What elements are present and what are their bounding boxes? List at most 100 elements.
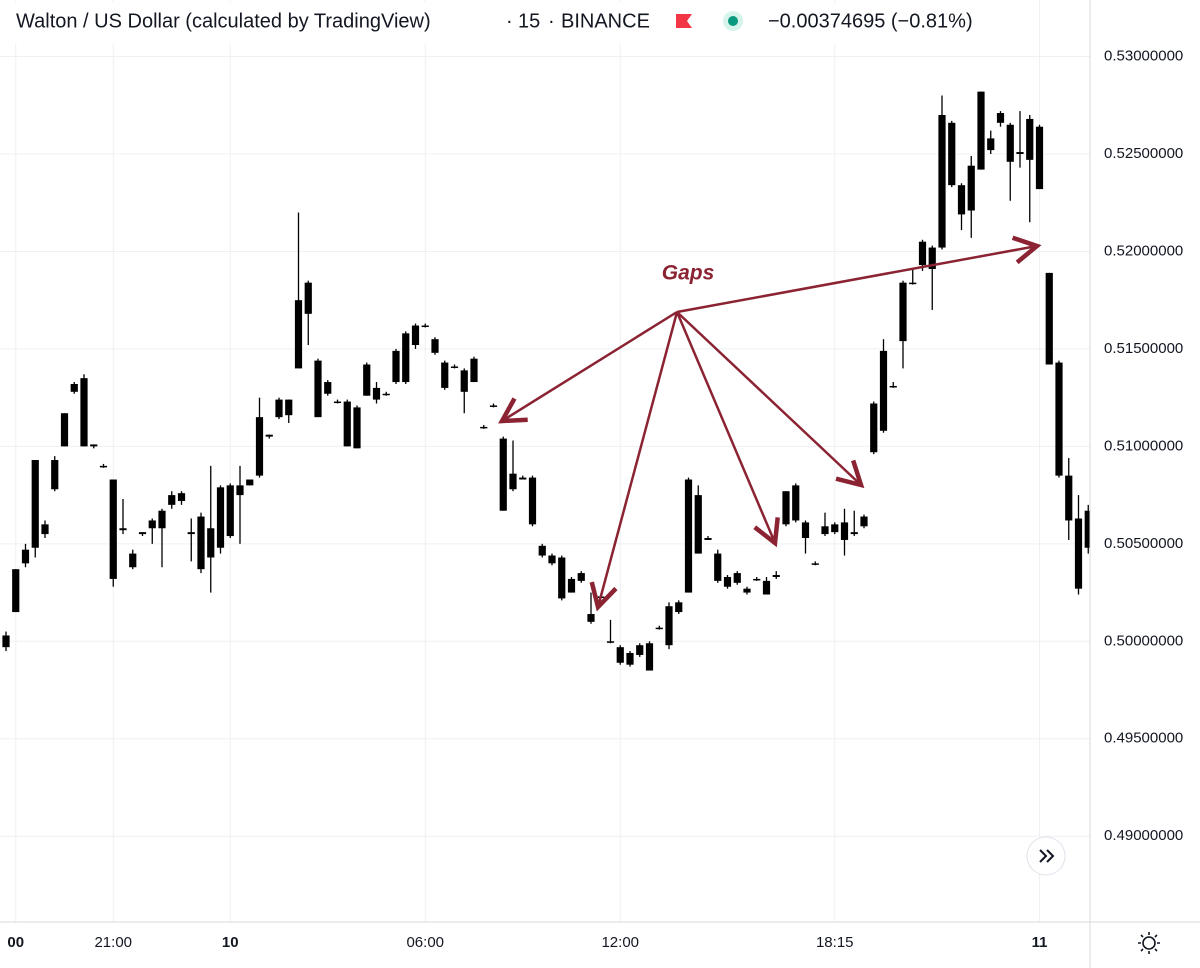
- candle-body: [792, 485, 800, 521]
- candle-body: [353, 407, 361, 449]
- candle-body: [2, 635, 10, 648]
- annotation-arrows: [498, 235, 1042, 612]
- candle-body: [957, 185, 966, 215]
- candle-body: [558, 557, 566, 599]
- candle-body: [743, 588, 751, 593]
- candle-body: [918, 241, 927, 266]
- candle-body: [723, 576, 732, 587]
- candle-body: [636, 645, 644, 655]
- candle-body: [285, 399, 293, 416]
- candle-body: [51, 460, 59, 490]
- candle-body: [402, 333, 410, 383]
- x-tick-label: 06:00: [406, 934, 444, 951]
- arrow: [589, 311, 679, 612]
- candle-body: [548, 555, 556, 564]
- candle-body: [275, 399, 283, 418]
- y-tick-label: 0.50000000: [1104, 632, 1183, 649]
- candle-body: [421, 325, 429, 328]
- candle-body: [567, 578, 576, 593]
- candle-body: [1055, 362, 1063, 476]
- flag-icon[interactable]: [676, 14, 692, 28]
- candle-body: [392, 350, 400, 383]
- candle-body: [441, 362, 449, 388]
- candle-body: [12, 569, 20, 613]
- candle-body: [294, 300, 303, 369]
- candle-body: [1035, 126, 1044, 190]
- candle-body: [431, 339, 439, 353]
- x-tick-label: 12:00: [601, 934, 639, 951]
- candle-body: [1045, 272, 1053, 365]
- candle-body: [304, 282, 312, 314]
- candle-body: [1065, 475, 1073, 521]
- candle-body: [850, 532, 858, 535]
- candle-body: [207, 528, 215, 558]
- candle-body: [489, 405, 498, 407]
- candle-body: [1026, 118, 1034, 160]
- settings-rays: [1138, 932, 1160, 954]
- candle-body: [216, 487, 225, 548]
- candle-body: [499, 438, 507, 511]
- settings-circle: [1142, 936, 1156, 950]
- candle-body: [99, 465, 108, 468]
- candle-body: [119, 528, 127, 531]
- candle-body: [226, 485, 234, 537]
- candle-body: [450, 366, 459, 368]
- candle-body: [801, 522, 810, 538]
- candle-body: [762, 580, 771, 595]
- arrow: [676, 235, 1042, 314]
- x-tick-label: 00: [7, 934, 24, 951]
- dot: ·: [506, 10, 513, 32]
- candle-body: [187, 532, 195, 535]
- x-tick-label: 18:15: [816, 934, 854, 951]
- arrow: [498, 310, 678, 424]
- candle-body: [197, 516, 205, 570]
- candle-body: [460, 370, 468, 392]
- candle-body: [314, 360, 322, 418]
- grid: [0, 0, 1090, 922]
- candle-body: [70, 384, 78, 392]
- candle-body: [645, 643, 654, 671]
- candle-body: [372, 387, 381, 400]
- y-tick-label: 0.52500000: [1104, 145, 1183, 162]
- candle-body: [1016, 152, 1024, 154]
- candle-body: [129, 553, 137, 568]
- y-tick-label: 0.49500000: [1104, 730, 1183, 747]
- candle-body: [168, 495, 176, 505]
- candle-body: [1084, 510, 1090, 548]
- settings-icon[interactable]: [1138, 932, 1160, 954]
- candle-body: [675, 602, 683, 613]
- dot: ·: [548, 10, 555, 32]
- exchange: BINANCE: [561, 10, 650, 32]
- candle-body: [109, 479, 117, 579]
- candle-body: [987, 138, 995, 151]
- candle-body: [879, 350, 888, 431]
- x-tick-label: 10: [222, 934, 239, 951]
- candle-body: [382, 393, 390, 396]
- candle-body: [811, 563, 819, 565]
- y-tick-label: 0.50500000: [1104, 535, 1183, 552]
- candle-body: [509, 473, 517, 490]
- scroll-button[interactable]: [1026, 836, 1066, 876]
- candle-body: [60, 413, 69, 447]
- x-tick-label: 21:00: [94, 934, 132, 951]
- candle-body: [528, 477, 537, 525]
- candle-body: [938, 115, 946, 248]
- candle-body: [246, 479, 254, 486]
- arrow: [676, 311, 865, 489]
- symbol-title: Walton / US Dollar (calculated by Tradin…: [16, 10, 431, 32]
- candle-body: [889, 385, 897, 388]
- y-tick-label: 0.49000000: [1104, 827, 1183, 844]
- candle-body: [158, 510, 166, 529]
- annotation-label: Gaps: [662, 262, 715, 285]
- candle-body: [655, 627, 663, 630]
- candle-body: [333, 401, 342, 404]
- candle-body: [90, 444, 98, 447]
- candle-body: [967, 165, 975, 211]
- header-bg: [0, 2, 990, 44]
- y-tick-label: 0.51000000: [1104, 437, 1183, 454]
- y-tick-label: 0.51500000: [1104, 340, 1183, 357]
- candle-body: [519, 477, 527, 480]
- candle-body: [928, 247, 936, 269]
- candle-body: [1006, 124, 1014, 162]
